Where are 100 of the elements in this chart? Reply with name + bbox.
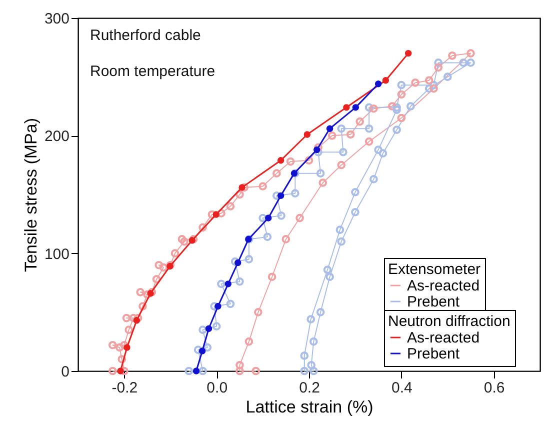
point — [314, 143, 322, 152]
point — [152, 275, 161, 284]
point — [238, 184, 246, 191]
point — [370, 104, 378, 113]
point — [304, 156, 314, 165]
point — [277, 192, 284, 200]
point — [217, 209, 226, 218]
point — [309, 366, 318, 376]
point — [117, 368, 124, 374]
point — [374, 146, 382, 154]
point — [404, 50, 412, 57]
annotation: Rutherford cable — [90, 27, 201, 44]
point — [198, 366, 207, 376]
point — [147, 290, 154, 297]
point — [316, 308, 325, 316]
point — [364, 137, 374, 146]
point — [236, 277, 244, 286]
point — [217, 280, 226, 288]
point — [326, 125, 334, 132]
point — [397, 80, 406, 90]
point — [212, 211, 220, 218]
point — [434, 58, 443, 67]
point — [382, 77, 390, 84]
point — [306, 315, 316, 324]
point — [328, 132, 336, 140]
point — [198, 348, 206, 354]
point — [264, 214, 272, 222]
point — [136, 288, 145, 296]
point — [459, 58, 468, 67]
point — [258, 182, 267, 190]
legend-label: As-reacted — [407, 278, 480, 294]
text: Extensometer — [388, 261, 481, 278]
point — [356, 117, 364, 126]
point — [406, 102, 415, 110]
point — [178, 235, 186, 244]
point — [263, 232, 272, 242]
point — [430, 84, 438, 93]
point — [314, 146, 320, 154]
text: Neutron diffraction — [388, 313, 510, 330]
point — [277, 157, 284, 164]
point — [343, 104, 350, 111]
point — [214, 302, 222, 310]
point — [316, 169, 325, 178]
point — [133, 317, 140, 324]
point — [154, 260, 164, 270]
point — [424, 76, 434, 85]
point — [224, 280, 232, 288]
point — [434, 63, 443, 72]
point — [254, 308, 262, 316]
y-axis-title: Tensile stress (MPa) — [21, 118, 40, 272]
point — [370, 175, 378, 184]
point — [236, 360, 244, 370]
point — [290, 189, 300, 198]
point — [388, 102, 396, 110]
point — [203, 343, 212, 352]
point — [258, 214, 267, 222]
x-tick-label: 0.0 — [206, 380, 228, 396]
point — [466, 58, 475, 67]
point — [318, 178, 328, 187]
x-axis-title: Lattice strain (%) — [246, 398, 374, 416]
point — [397, 90, 406, 99]
point — [326, 272, 334, 282]
point — [397, 114, 406, 122]
point — [364, 124, 374, 133]
point — [230, 257, 240, 266]
point — [304, 131, 311, 138]
legend-label: Prebent — [407, 346, 460, 362]
point — [226, 300, 235, 308]
point — [296, 214, 304, 222]
y-tick-label: 300 — [44, 10, 70, 28]
point — [336, 226, 344, 234]
point — [189, 235, 198, 244]
point — [236, 366, 244, 376]
point — [309, 337, 318, 346]
point — [392, 126, 401, 134]
x-tick-label: -0.2 — [112, 380, 138, 396]
point — [194, 346, 202, 354]
point — [378, 149, 388, 158]
point — [337, 160, 346, 170]
point — [300, 366, 309, 376]
point — [337, 237, 346, 246]
point — [466, 49, 475, 58]
point — [337, 124, 346, 133]
point — [424, 84, 434, 93]
y-tick-label: 200 — [44, 128, 70, 146]
point — [364, 103, 374, 112]
point — [212, 322, 221, 330]
x-tick-label: 0.2 — [299, 380, 320, 396]
point — [170, 249, 180, 258]
point — [286, 157, 295, 166]
point — [351, 208, 360, 216]
point — [198, 326, 207, 334]
point — [192, 368, 200, 374]
point — [307, 360, 316, 370]
point — [159, 263, 168, 272]
point — [122, 314, 131, 322]
point — [282, 235, 290, 244]
point — [118, 355, 126, 364]
point — [205, 325, 212, 332]
point — [272, 169, 281, 178]
